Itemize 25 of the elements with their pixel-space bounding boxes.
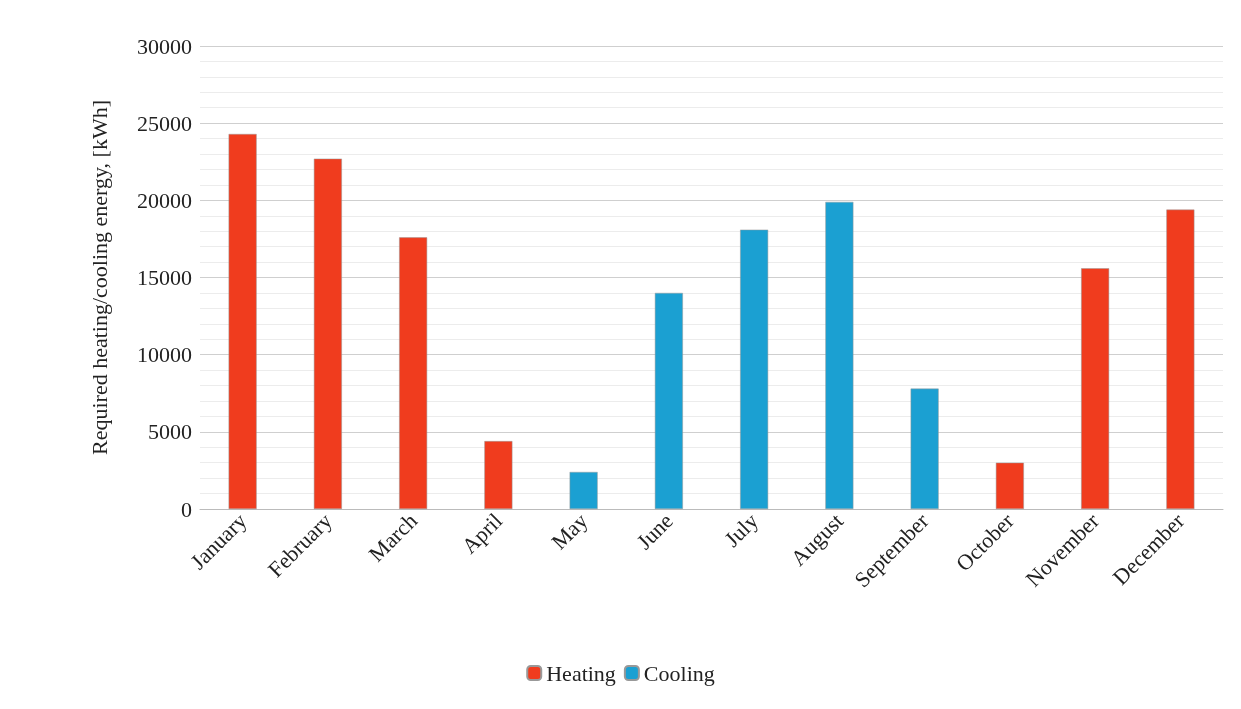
y-tick-label: 25000 — [137, 110, 192, 136]
y-tick-label: 20000 — [137, 187, 192, 213]
bar — [313, 158, 342, 509]
bar — [995, 462, 1024, 509]
y-axis-title: Required heating/cooling energy, [kWh] — [86, 100, 112, 455]
y-tick-label: 0 — [181, 496, 192, 522]
bar — [740, 229, 769, 509]
x-tick-label: June — [631, 508, 678, 555]
bar — [569, 471, 598, 509]
bar — [228, 133, 257, 509]
x-tick-label: July — [719, 508, 763, 552]
legend-label: Cooling — [643, 660, 715, 686]
bar — [825, 201, 854, 509]
y-tick-label: 10000 — [137, 342, 192, 368]
bar — [484, 441, 513, 509]
y-tick-label: 15000 — [137, 265, 192, 290]
bar — [1166, 209, 1195, 509]
bar — [399, 237, 428, 509]
bar — [654, 292, 683, 509]
legend-label: Heating — [546, 660, 616, 686]
y-tick-label: 30000 — [137, 33, 192, 59]
y-tick-label: 5000 — [148, 419, 192, 445]
bar — [910, 388, 939, 509]
bar — [1081, 268, 1110, 509]
x-tick-label: May — [546, 508, 593, 555]
